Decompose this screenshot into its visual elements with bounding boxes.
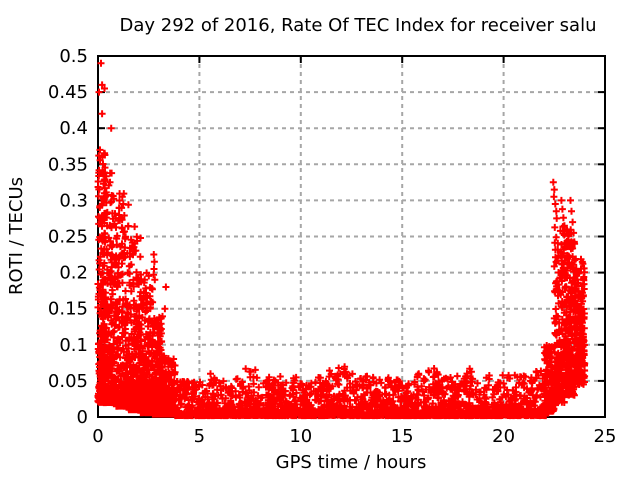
y-tick-label: 0.5 [59, 46, 88, 67]
y-tick-label: 0.45 [48, 82, 88, 103]
data-points-layer [94, 59, 589, 420]
y-tick-label: 0.3 [59, 190, 88, 211]
chart-title: Day 292 of 2016, Rate Of TEC Index for r… [119, 15, 596, 36]
x-tick-label: 5 [194, 426, 205, 447]
x-tick-label: 0 [92, 426, 103, 447]
y-tick-label: 0.4 [59, 118, 88, 139]
y-tick-label: 0.2 [59, 263, 88, 284]
x-tick-label: 25 [594, 426, 617, 447]
x-tick-label: 20 [492, 426, 515, 447]
y-tick-label: 0.15 [48, 299, 88, 320]
y-axis-label: ROTI / TECUs [6, 177, 27, 295]
x-tick-label: 10 [289, 426, 312, 447]
x-axis-label: GPS time / hours [276, 452, 427, 473]
x-tick-label: 15 [391, 426, 414, 447]
tick-labels-layer: 0 5 10 15 20 25 0 0.05 0.1 0.15 0.2 0.25 0.3 0.35 0.4 0… [48, 46, 617, 447]
y-tick-label: 0 [77, 407, 88, 428]
y-tick-label: 0.1 [59, 335, 88, 356]
roti-data-points [94, 59, 589, 420]
y-tick-label: 0.35 [48, 154, 88, 175]
y-tick-label: 0.25 [48, 227, 88, 248]
y-tick-label: 0.05 [48, 371, 88, 392]
